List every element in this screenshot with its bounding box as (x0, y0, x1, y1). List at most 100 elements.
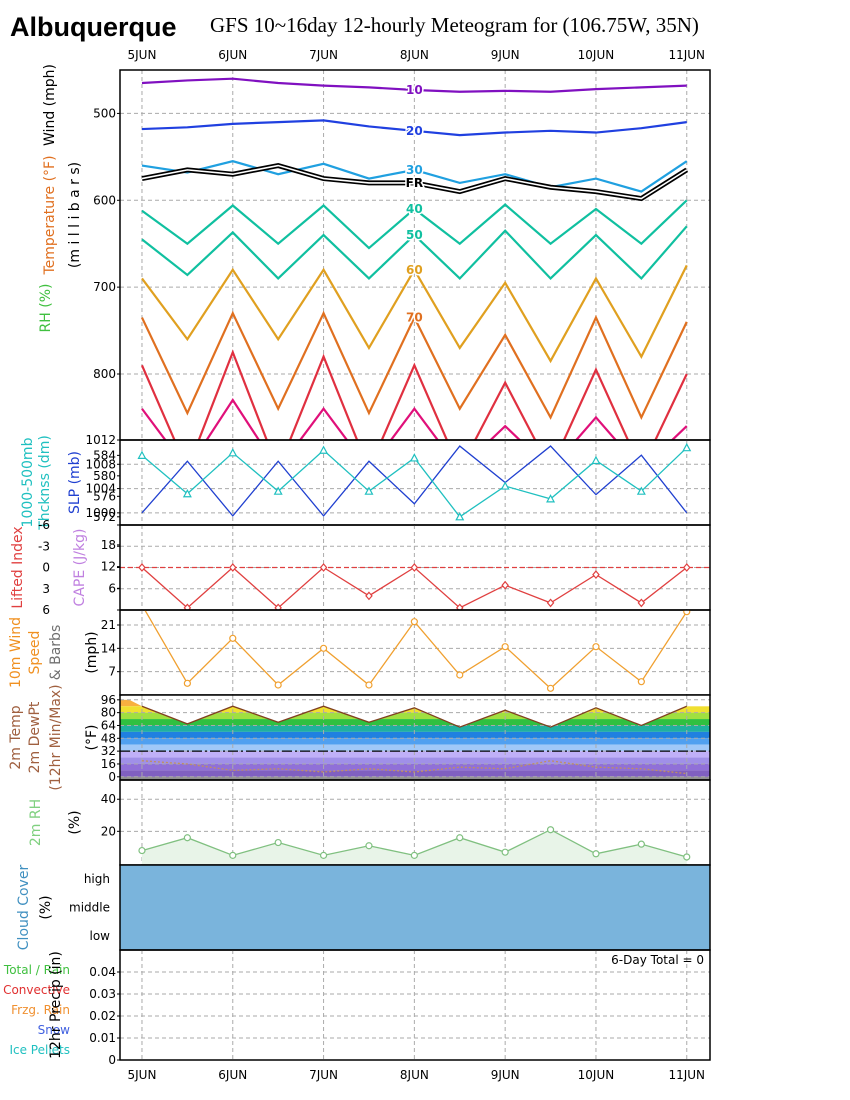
marker (138, 846, 146, 855)
y-tick-label: 96 (101, 693, 116, 707)
marker (228, 448, 238, 457)
category-label: low (90, 929, 111, 943)
y-axis-label: (%) (67, 810, 83, 834)
y2-tick-label: 18 (101, 538, 116, 552)
y-tick-label: 40 (101, 792, 116, 806)
marker (501, 580, 509, 590)
panel (120, 695, 710, 780)
y-axis-label: (%) (38, 895, 54, 919)
y2-tick-label: 580 (93, 469, 116, 483)
series-line (141, 160, 688, 193)
marker (183, 603, 192, 610)
isotherm-label: 10 (406, 83, 423, 97)
temp-band (120, 725, 710, 732)
series-line (141, 705, 688, 728)
marker (183, 679, 191, 687)
marker (455, 603, 464, 610)
panel (120, 610, 710, 695)
freezing-line-inner (141, 164, 688, 200)
y-tick-label: 32 (101, 744, 116, 758)
area (141, 829, 687, 865)
y2-tick-label: 584 (93, 448, 116, 462)
chart-title: Albuquerque (10, 12, 177, 42)
legend-entry: Frzg. Rain (11, 1003, 70, 1017)
temp-band (120, 751, 710, 758)
y-axis-label: Lifted Index (10, 526, 26, 608)
y-axis-label: (mph) (84, 631, 100, 673)
y-axis-label: 1000-500mb (20, 437, 36, 527)
y-tick-label: 1008 (85, 457, 116, 471)
y2-tick-label: 6 (108, 581, 116, 595)
legend-entry: Snow (38, 1023, 71, 1037)
x-tick-label-top: 11JUN (668, 48, 705, 62)
panel (120, 780, 710, 865)
cloud-fill (120, 865, 710, 950)
x-tick-label-bottom: 11JUN (668, 1068, 705, 1082)
y-axis-label: Speed (27, 631, 43, 675)
y-axis-label: RH (%) (38, 284, 54, 333)
marker (592, 643, 600, 651)
legend-entry: Convective (3, 983, 70, 997)
y-tick-label: 6 (42, 603, 50, 617)
annotation: 6-Day Total = 0 (611, 953, 704, 967)
y-tick-label: 1012 (85, 433, 116, 447)
x-tick-label-bottom: 9JUN (491, 1068, 520, 1082)
y-axis-label: Thcknss (dm) (37, 435, 53, 531)
category-label: middle (69, 901, 110, 915)
y-tick-label: 0 (108, 1053, 116, 1067)
y-tick-label: 3 (42, 582, 50, 596)
y-axis-label: (°F) (84, 725, 100, 751)
marker (229, 851, 237, 859)
temp-band (120, 770, 710, 777)
marker (364, 486, 374, 495)
y-tick-label: 0 (108, 770, 116, 784)
y-axis-label: Wind (mph) (42, 64, 58, 146)
y-tick-label: -3 (38, 539, 50, 553)
x-tick-label-bottom: 8JUN (400, 1068, 429, 1082)
above-max-mask (120, 695, 710, 728)
marker (592, 850, 600, 858)
marker (319, 644, 328, 652)
y-axis-label: SLP (mb) (67, 451, 83, 514)
marker (319, 563, 328, 572)
isotherm-label: 30 (406, 163, 423, 177)
panel-frame (119, 949, 711, 1061)
temp-band (120, 706, 710, 713)
marker (546, 598, 555, 608)
y-tick-label: 1004 (85, 482, 116, 496)
y-axis-label: (12hr Min/Max) (48, 684, 64, 790)
y-tick-label: 20 (101, 824, 116, 838)
y-axis-label: Temperature (°F) (42, 155, 58, 275)
y-axis-label: (m i l l i b a r s) (67, 162, 83, 268)
y-axis-label: 2m Temp (8, 705, 24, 769)
y-axis-label: 2m RH (28, 799, 44, 846)
isotherm-label: 40 (406, 202, 423, 216)
legend-entry: Ice Pellets (9, 1043, 70, 1057)
temp-band (120, 738, 710, 745)
y-tick-label: 0.03 (89, 987, 116, 1001)
y-axis-label: 12hr Precip (in) (48, 951, 64, 1059)
series-line (140, 349, 688, 440)
y-tick-label: 600 (93, 193, 116, 207)
marker (274, 603, 282, 610)
marker (592, 570, 600, 580)
temp-band (120, 712, 710, 720)
marker (636, 486, 646, 495)
x-tick-label-top: 6JUN (218, 48, 247, 62)
marker (637, 678, 645, 686)
y-tick-label: 700 (93, 280, 116, 294)
marker (637, 598, 646, 608)
temp-band (120, 731, 710, 739)
isotherm-label: 20 (406, 124, 423, 138)
x-tick-label-bottom: 5JUN (128, 1068, 157, 1082)
series-line (141, 398, 688, 440)
marker (682, 442, 692, 452)
y-tick-label: -6 (38, 518, 50, 532)
marker (182, 488, 192, 498)
marker (365, 681, 373, 689)
series-line (141, 264, 688, 364)
marker (274, 681, 282, 689)
y-axis-label: 2m DewPt (27, 701, 43, 773)
marker (591, 455, 601, 465)
